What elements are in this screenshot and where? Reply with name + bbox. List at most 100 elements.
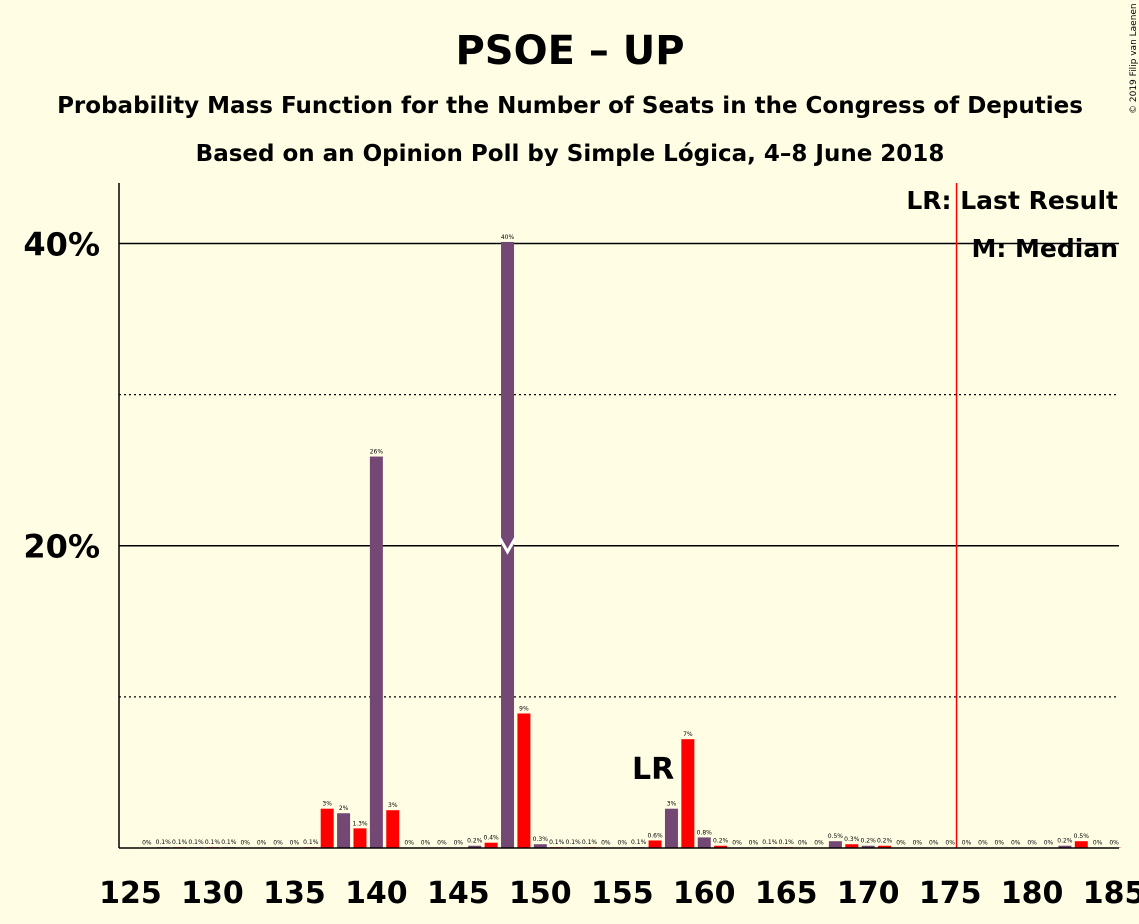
- bar-label-seat-165: 0.1%: [779, 839, 795, 846]
- chart-title: PSOE – UP: [455, 28, 684, 74]
- x-tick-180: 180: [1001, 876, 1064, 911]
- bar-label-seat-143: 0%: [421, 840, 431, 847]
- x-tick-165: 165: [755, 876, 818, 911]
- bar-label-seat-146: 0.2%: [467, 838, 483, 845]
- bar-label-seat-129: 0.1%: [188, 839, 204, 846]
- bar-labels-group: 0% 0.1% 0.1% 0.1% 0.1% 0.1% 0% 0% 0% 0% 0.1%3%2%1.…: [142, 234, 1119, 847]
- bar-label-seat-179: 0%: [1011, 840, 1021, 847]
- bar-label-seat-154: 0%: [601, 840, 611, 847]
- bar-label-seat-133: 0%: [257, 840, 267, 847]
- bar-label-seat-139: 1.3%: [352, 820, 368, 827]
- bar-seat-141: [386, 810, 400, 848]
- x-tick-155: 155: [591, 876, 654, 911]
- x-tick-125: 125: [99, 876, 162, 911]
- bar-label-seat-130: 0.1%: [205, 839, 221, 846]
- bar-seat-171: [878, 845, 892, 848]
- bar-label-seat-161: 0.2%: [713, 838, 729, 845]
- chart-subtitle-2: Based on an Opinion Poll by Simple Lógic…: [196, 141, 945, 167]
- bar-seat-148: [501, 241, 515, 848]
- bar-label-seat-175: 0%: [945, 840, 955, 847]
- bar-label-seat-174: 0%: [929, 840, 939, 847]
- bar-label-seat-170: 0.2%: [861, 838, 877, 845]
- bar-seat-161: [714, 845, 728, 848]
- bar-label-seat-167: 0%: [814, 840, 824, 847]
- bar-label-seat-153: 0.1%: [582, 839, 598, 846]
- bar-seat-158: [664, 808, 678, 848]
- bar-seat-149: [517, 713, 531, 848]
- bar-label-seat-178: 0%: [995, 840, 1005, 847]
- bar-label-seat-164: 0.1%: [762, 839, 778, 846]
- x-tick-175: 175: [919, 876, 982, 911]
- bar-label-seat-184: 0%: [1093, 840, 1103, 847]
- copyright-note: © 2019 Filip van Laenen: [1129, 3, 1139, 114]
- bar-seat-137: [320, 808, 334, 848]
- x-tick-130: 130: [181, 876, 244, 911]
- bar-seat-170: [861, 845, 875, 848]
- bars-group: [140, 241, 1121, 848]
- bar-seat-138: [337, 813, 351, 848]
- bar-label-seat-149: 9%: [519, 705, 529, 712]
- bar-label-seat-183: 0.5%: [1074, 833, 1090, 840]
- bar-label-seat-163: 0%: [749, 840, 759, 847]
- bar-seat-147: [484, 842, 498, 848]
- bar-seat-168: [828, 841, 842, 848]
- bar-label-seat-181: 0%: [1044, 840, 1054, 847]
- x-tick-185: 185: [1083, 876, 1139, 911]
- y-tick-20: 20%: [23, 528, 100, 566]
- x-tick-135: 135: [263, 876, 326, 911]
- y-tick-40: 40%: [23, 225, 100, 263]
- bar-label-seat-140: 26%: [370, 449, 384, 456]
- bar-label-seat-160: 0.8%: [697, 829, 713, 836]
- bar-seat-183: [1074, 841, 1088, 848]
- bar-seat-140: [369, 456, 383, 848]
- bar-label-seat-126: 0%: [142, 840, 152, 847]
- bar-seat-169: [845, 844, 859, 848]
- bar-label-seat-134: 0%: [273, 840, 283, 847]
- grid-lines: [119, 242, 1119, 698]
- bar-label-seat-127: 0.1%: [156, 839, 172, 846]
- bar-label-seat-168: 0.5%: [828, 833, 844, 840]
- x-ticks: 125 130 135 140 145 150 155 160 165 170 175 180 185: [99, 876, 1139, 911]
- bar-seat-157: [648, 840, 662, 848]
- bar-label-seat-185: 0%: [1109, 840, 1119, 847]
- bar-label-seat-147: 0.4%: [484, 835, 500, 842]
- bar-label-seat-151: 0.1%: [549, 839, 565, 846]
- bar-label-seat-169: 0.3%: [844, 836, 860, 843]
- bar-label-seat-128: 0.1%: [172, 839, 188, 846]
- median-marker: [498, 536, 517, 555]
- last-result-marker: LR: [632, 752, 674, 787]
- legend-median: M: Median: [971, 234, 1118, 263]
- bar-label-seat-144: 0%: [437, 840, 447, 847]
- bar-seat-182: [1058, 845, 1072, 848]
- bar-seat-159: [681, 739, 695, 848]
- bar-label-seat-156: 0.1%: [631, 839, 647, 846]
- bar-label-seat-162: 0%: [732, 840, 742, 847]
- chart-subtitle: Probability Mass Function for the Number…: [57, 93, 1083, 119]
- bar-label-seat-135: 0%: [290, 840, 300, 847]
- bar-label-seat-141: 3%: [388, 802, 398, 809]
- bar-label-seat-138: 2%: [339, 805, 349, 812]
- bar-seat-160: [697, 837, 711, 848]
- legend-last-result: LR: Last Result: [906, 186, 1118, 215]
- bar-label-seat-145: 0%: [454, 840, 464, 847]
- bar-label-seat-182: 0.2%: [1057, 838, 1073, 845]
- bar-label-seat-148: 40%: [501, 234, 515, 241]
- x-tick-150: 150: [509, 876, 572, 911]
- bar-label-seat-131: 0.1%: [221, 839, 237, 846]
- bar-label-seat-177: 0%: [978, 840, 988, 847]
- bar-label-seat-172: 0%: [896, 840, 906, 847]
- bar-label-seat-171: 0.2%: [877, 838, 893, 845]
- bar-label-seat-152: 0.1%: [565, 839, 581, 846]
- bar-seat-146: [468, 845, 482, 848]
- x-tick-170: 170: [837, 876, 900, 911]
- bar-label-seat-132: 0%: [240, 840, 250, 847]
- bar-label-seat-150: 0.3%: [533, 836, 549, 843]
- bar-label-seat-136: 0.1%: [303, 839, 319, 846]
- bar-seat-150: [533, 844, 547, 848]
- bar-label-seat-142: 0%: [404, 840, 414, 847]
- bar-label-seat-173: 0%: [913, 840, 923, 847]
- bar-seat-139: [353, 828, 367, 848]
- bar-label-seat-155: 0%: [618, 840, 628, 847]
- x-tick-140: 140: [345, 876, 408, 911]
